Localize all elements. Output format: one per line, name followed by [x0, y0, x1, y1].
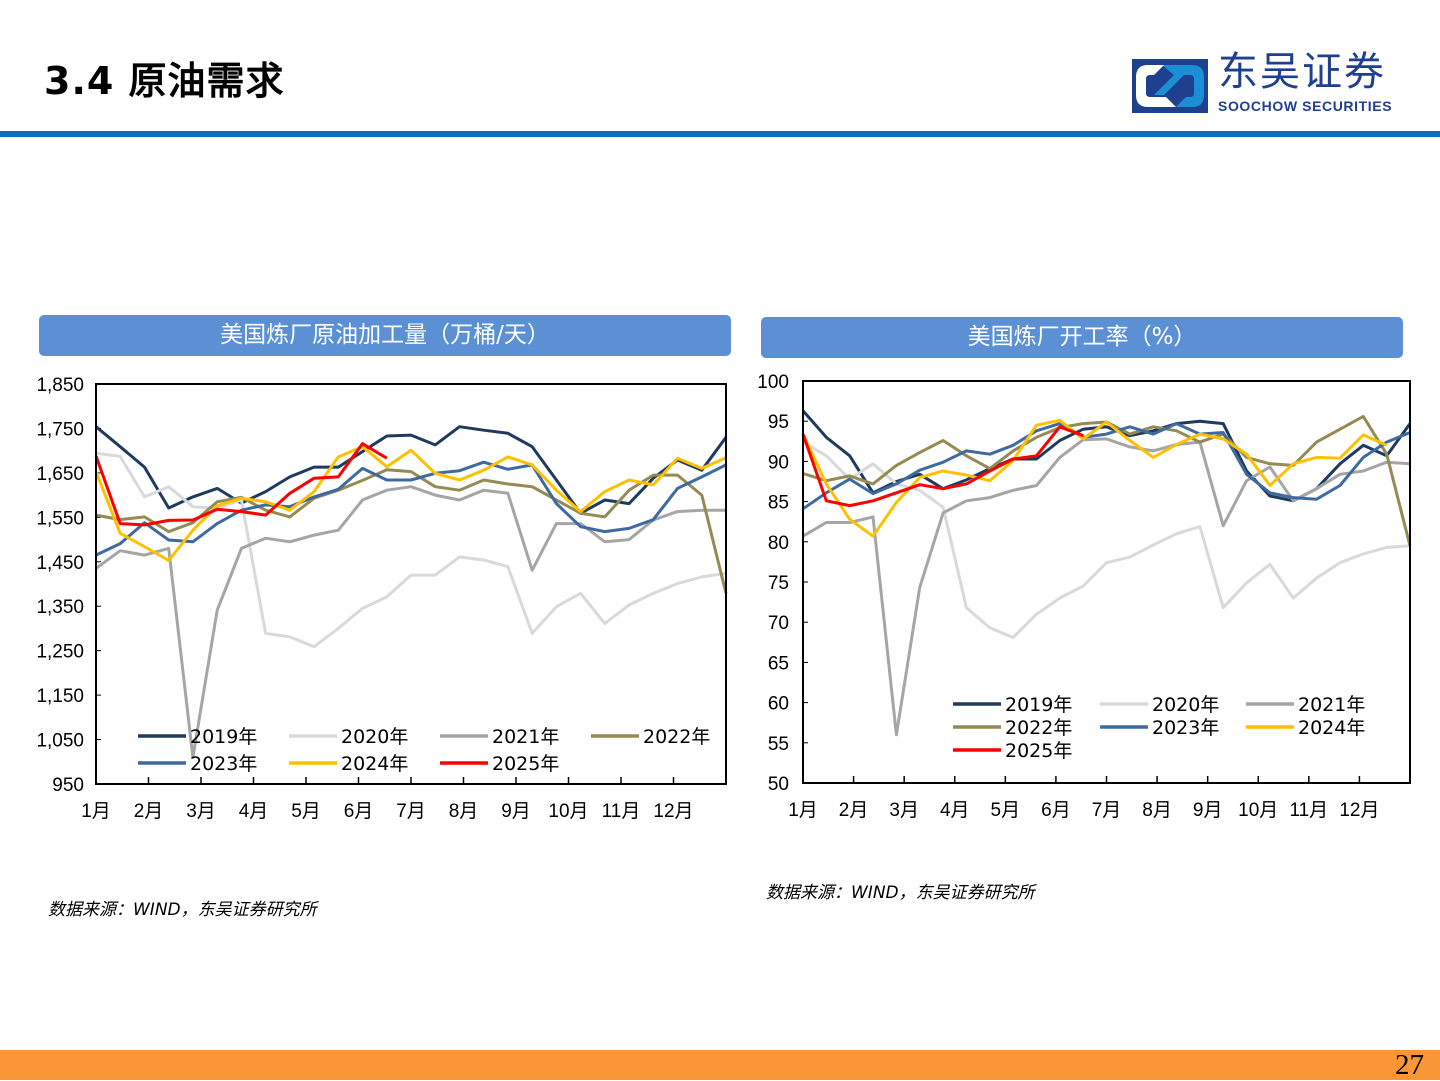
legend-label: 2025年: [492, 753, 559, 775]
y-tick-label: 1,250: [36, 642, 84, 663]
x-tick-label: 4月: [239, 801, 269, 822]
y-tick-label: 65: [768, 653, 789, 674]
legend-label: 2023年: [190, 753, 257, 775]
x-tick-label: 9月: [501, 801, 531, 822]
x-tick-label: 1月: [81, 801, 111, 822]
x-tick-label: 10月: [1238, 800, 1278, 821]
x-tick-label: 4月: [940, 800, 970, 821]
x-tick-label: 3月: [889, 800, 919, 821]
y-tick-label: 85: [768, 493, 789, 514]
legend-label: 2020年: [1152, 694, 1219, 716]
x-tick-label: 9月: [1193, 800, 1223, 821]
x-tick-label: 8月: [1142, 800, 1172, 821]
series-line-2020: [802, 440, 1411, 639]
x-tick-label: 2月: [839, 800, 869, 821]
x-tick-label: 12月: [1339, 800, 1379, 821]
y-tick-label: 1,350: [36, 597, 84, 618]
y-tick-label: 95: [768, 412, 789, 433]
chart-legend: 2019年 2020年 2021年 2022年 2023年 2024年 2025年: [138, 726, 710, 775]
source-note-left: 数据来源：WIND，东吴证券研究所: [48, 900, 317, 920]
chart-title-throughput: 美国炼厂原油加工量（万桶/天）: [39, 315, 731, 356]
header-divider: [0, 131, 1440, 137]
legend-label: 2021年: [492, 726, 559, 748]
y-tick-label: 950: [52, 775, 84, 796]
y-tick-label: 1,750: [36, 419, 84, 440]
y-tick-label: 70: [768, 613, 789, 634]
legend-label: 2020年: [341, 726, 408, 748]
chart-0: 1,850 1,750 1,650 1,550 1,450 1,350 1,250 1,150…: [36, 375, 728, 822]
y-tick-label: 1,550: [36, 508, 84, 529]
logo-english-name: SOOCHOW SECURITIES: [1218, 98, 1393, 114]
x-tick-label: 5月: [991, 800, 1021, 821]
y-tick-label: 1,150: [36, 686, 84, 707]
x-tick-label: 3月: [186, 801, 216, 822]
x-tick-label: 12月: [653, 801, 693, 822]
y-tick-label: 75: [768, 573, 789, 594]
y-tick-label: 55: [768, 734, 789, 755]
series-line-2021: [95, 485, 726, 759]
source-note-right: 数据来源：WIND，东吴证券研究所: [766, 883, 1035, 903]
legend-label: 2022年: [643, 726, 710, 748]
x-tick-label: 6月: [344, 801, 374, 822]
plot-frame: [802, 380, 1411, 784]
x-tick-label: 7月: [396, 801, 426, 822]
logo-chinese-name: 东吴证券: [1218, 49, 1386, 95]
soochow-logo: 东吴证券 SOOCHOW SECURITIES: [1132, 50, 1407, 118]
page-title: 3.4 原油需求: [44, 59, 285, 103]
legend-label: 2021年: [1298, 694, 1365, 716]
x-tick-label: 6月: [1041, 800, 1071, 821]
legend-label: 2024年: [1298, 717, 1365, 739]
y-tick-label: 100: [757, 372, 789, 393]
x-tick-label: 7月: [1092, 800, 1122, 821]
series-line-2025: [94, 442, 388, 527]
x-tick-label: 2月: [134, 801, 164, 822]
x-tick-label: 10月: [548, 801, 588, 822]
series-line-2024: [94, 445, 727, 562]
series-line-2023: [95, 460, 727, 557]
series-line-2023: [802, 422, 1411, 511]
legend-label: 2024年: [341, 753, 408, 775]
chart-title-utilization: 美国炼厂开工率（%）: [761, 317, 1403, 358]
y-tick-label: 80: [768, 533, 789, 554]
x-tick-label: 11月: [1289, 800, 1328, 821]
legend-label: 2019年: [1005, 694, 1072, 716]
y-tick-label: 1,050: [36, 731, 84, 752]
legend-label: 2022年: [1005, 717, 1072, 739]
x-tick-label: 5月: [291, 801, 321, 822]
series-line-2019: [95, 425, 728, 515]
footer-bar: [0, 1050, 1440, 1080]
plot-frame: [95, 383, 727, 785]
y-tick-label: 1,850: [36, 375, 84, 396]
x-tick-label: 11月: [602, 801, 641, 822]
legend-label: 2025年: [1005, 740, 1072, 762]
series-line-2020: [95, 451, 727, 649]
page-number: 27: [1395, 1049, 1424, 1081]
series-line-2025: [801, 425, 1084, 508]
y-tick-label: 90: [768, 452, 789, 473]
y-tick-label: 1,650: [36, 464, 84, 485]
chart-legend: 2019年 2020年 2021年 2022年 2023年 2024年 2025年: [953, 694, 1365, 762]
series-line-2021: [802, 437, 1411, 737]
legend-label: 2019年: [190, 726, 257, 748]
legend-label: 2023年: [1152, 717, 1219, 739]
series-line-2024: [801, 418, 1388, 538]
y-tick-label: 60: [768, 694, 789, 715]
x-tick-label: 8月: [449, 801, 479, 822]
y-tick-label: 1,450: [36, 553, 84, 574]
chart-1: 100 95 90 85 80 75 70 65 60 55 50 1月 2月 3月 4月 5月 6月 7月 8月 9…: [757, 372, 1412, 821]
x-tick-label: 1月: [788, 800, 818, 821]
y-tick-label: 50: [768, 774, 789, 795]
soochow-logo-mark-icon: [1132, 59, 1208, 113]
